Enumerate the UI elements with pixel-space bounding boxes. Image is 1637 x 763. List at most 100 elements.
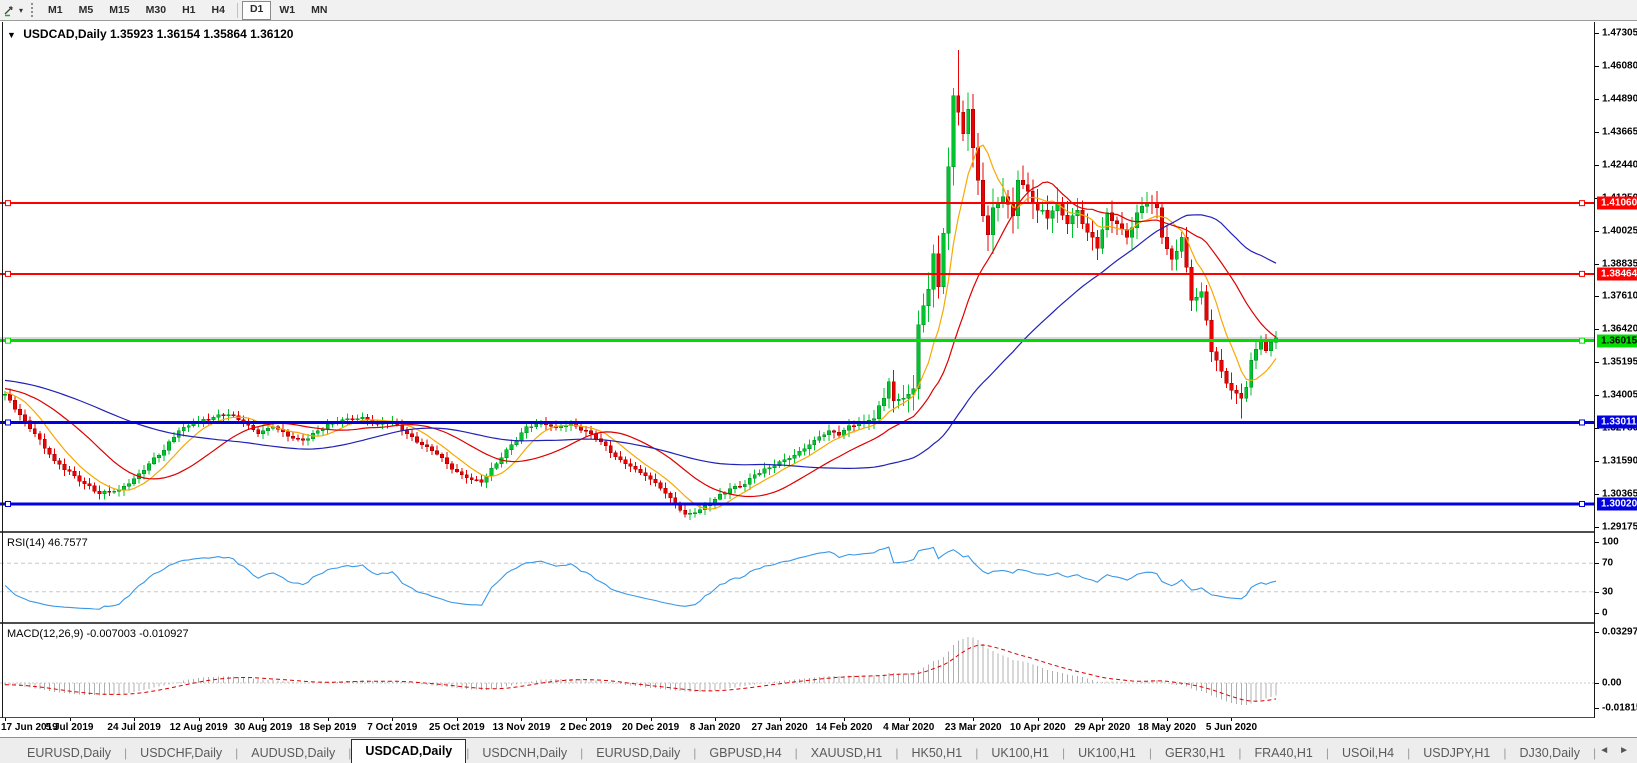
tab-separator: | (895, 746, 899, 760)
tab-separator: | (1407, 746, 1411, 760)
axis-tick (1595, 164, 1599, 166)
time-axis-label: 18 Sep 2019 (299, 722, 357, 733)
tab-usoil-h4[interactable]: USOil,H4 (1342, 746, 1395, 760)
axis-tick (1595, 296, 1599, 298)
chart-area[interactable] (0, 22, 1594, 718)
axis-tick (1595, 33, 1599, 34)
hline-handle[interactable] (1579, 500, 1585, 507)
tab-scroll-right-icon[interactable]: ► (1619, 745, 1629, 756)
axis-tick (1595, 542, 1599, 543)
tab-usdchf-daily[interactable]: USDCHF,Daily (140, 746, 223, 760)
time-axis-tick (779, 718, 781, 721)
axis-tick (1595, 591, 1599, 593)
hline-handle[interactable] (1579, 337, 1585, 344)
price-axis-label: 1.47305 (1602, 27, 1637, 39)
tab-ger30-h1[interactable]: GER30,H1 (1164, 746, 1226, 760)
timeframe-button-M1[interactable]: M1 (48, 3, 63, 16)
time-axis-tick (392, 718, 394, 721)
time-axis-label: 13 Nov 2019 (492, 722, 551, 733)
timeframe-button-M5[interactable]: M5 (78, 3, 94, 16)
time-axis-tick (1102, 718, 1104, 721)
timeframe-button-M15[interactable]: M15 (109, 3, 130, 16)
hline-handle[interactable] (1579, 270, 1585, 277)
time-axis-label: 10 Apr 2020 (1009, 722, 1066, 733)
macd-axis-label: 0.032972 (1602, 626, 1637, 638)
time-axis-tick (521, 718, 523, 721)
tab-eurusd-daily[interactable]: EURUSD,Daily (596, 746, 681, 760)
chart-symbol-label: USDCAD,Daily (23, 27, 107, 41)
hline-handle[interactable] (1579, 419, 1585, 426)
timeframe-button-W1[interactable]: W1 (279, 3, 296, 16)
price-axis[interactable]: 1.473051.460801.448901.436651.424401.412… (1594, 22, 1637, 718)
time-axis-tick (5, 718, 6, 721)
macd-panel-canvas[interactable] (0, 623, 1594, 718)
time-axis[interactable]: 17 Jun 2019 5 Jul 2019 24 Jul 2019 12 Aug 2… (0, 718, 1594, 737)
tab-gbpusd-h4[interactable]: GBPUSD,H4 (709, 746, 782, 760)
macd-axis-label: -0.018154 (1602, 702, 1637, 714)
timeframe-button-D1[interactable]: D1 (241, 0, 272, 20)
time-axis-label: 5 Jun 2020 (1205, 722, 1258, 733)
tab-hk50-h1[interactable]: HK50,H1 (911, 746, 963, 760)
hline-handle[interactable] (1579, 200, 1585, 207)
hline-handle[interactable] (5, 270, 11, 277)
time-axis-label: 25 Oct 2019 (429, 722, 485, 733)
chart-title: ▼ USDCAD,Daily 1.35923 1.36154 1.35864 1… (7, 27, 293, 41)
time-axis-tick (715, 718, 717, 721)
rsi-label: RSI(14) 46.7577 (7, 537, 88, 549)
hline-handle[interactable] (5, 200, 11, 207)
time-axis-tick (1037, 718, 1039, 721)
time-axis-tick (1166, 718, 1168, 721)
time-axis-tick (585, 718, 587, 721)
tab-usdcnh-daily[interactable]: USDCNH,Daily (482, 746, 568, 760)
macd-axis-label: 0.00 (1602, 677, 1622, 689)
collapse-triangle-icon[interactable]: ▼ (7, 30, 16, 40)
tab-usdjpy-h1[interactable]: USDJPY,H1 (1423, 746, 1491, 760)
price-chart-canvas[interactable] (0, 22, 1594, 532)
time-axis-label: 29 Apr 2020 (1074, 722, 1131, 733)
time-axis-label: 14 Feb 2020 (815, 722, 873, 733)
tab-fra40-h1[interactable]: FRA40,H1 (1254, 746, 1313, 760)
time-axis-tick (650, 718, 652, 721)
time-axis-label: 18 May 2020 (1137, 722, 1197, 733)
cursor-tool-glyph (4, 6, 13, 17)
macd-histogram (4, 636, 1277, 706)
hline-handle[interactable] (5, 337, 11, 344)
price-badge-1.41060: 1.41060 (1597, 196, 1637, 210)
timeframe-button-MN[interactable]: MN (311, 3, 328, 16)
time-axis-label: 20 Dec 2019 (621, 722, 680, 733)
axis-tick (1595, 632, 1599, 633)
axis-tick (1595, 494, 1599, 496)
price-badge-1.33011: 1.33011 (1597, 415, 1637, 429)
tab-dj30-daily[interactable]: DJ30,Daily (1519, 746, 1580, 760)
axis-tick (1595, 65, 1599, 67)
axis-tick (1595, 683, 1599, 684)
price-axis-label: 1.43665 (1602, 126, 1637, 138)
dropdown-caret-icon[interactable]: ▾ (19, 5, 24, 15)
tab-audusd-daily[interactable]: AUDUSD,Daily (251, 746, 336, 760)
tab-uk100-h1[interactable]: UK100,H1 (1078, 746, 1136, 760)
axis-tick (1595, 329, 1599, 331)
tab-eurusd-daily[interactable]: EURUSD,Daily (27, 746, 112, 760)
timeframe-button-M30[interactable]: M30 (145, 3, 167, 16)
timeframe-button-H4[interactable]: H4 (211, 3, 225, 16)
axis-tick (1595, 526, 1599, 528)
hline-handle[interactable] (5, 500, 11, 507)
rsi-panel-canvas[interactable] (0, 532, 1594, 623)
tab-xauusd-h1[interactable]: XAUUSD,H1 (810, 746, 883, 760)
time-axis-label: 17 Jun 2019 (1, 722, 58, 733)
timeframe-button-H1[interactable]: H1 (182, 3, 196, 16)
chart-ohlc-values: 1.35923 1.36154 1.35864 1.36120 (109, 27, 294, 41)
tab-uk100-h1[interactable]: UK100,H1 (991, 746, 1049, 760)
axis-tick (1595, 98, 1599, 100)
rsi-axis-label: 0 (1602, 607, 1608, 619)
chart-tab-bar: EURUSD,Daily | USDCHF,Daily | AUDUSD,Daily | U… (0, 737, 1637, 763)
ma-55-line (4, 214, 1277, 469)
hline-handle[interactable] (5, 419, 11, 426)
cursor-tool-icon[interactable]: ▾ (0, 1, 25, 19)
tab-scroll-left-icon[interactable]: ◄ (1599, 745, 1610, 756)
candlestick-series (3, 49, 1278, 520)
price-axis-label: 1.30365 (1602, 488, 1637, 500)
tab-usdcad-daily[interactable]: USDCAD,Daily (351, 739, 467, 763)
axis-tick (1595, 263, 1599, 265)
price-axis-label: 1.40025 (1602, 225, 1637, 237)
